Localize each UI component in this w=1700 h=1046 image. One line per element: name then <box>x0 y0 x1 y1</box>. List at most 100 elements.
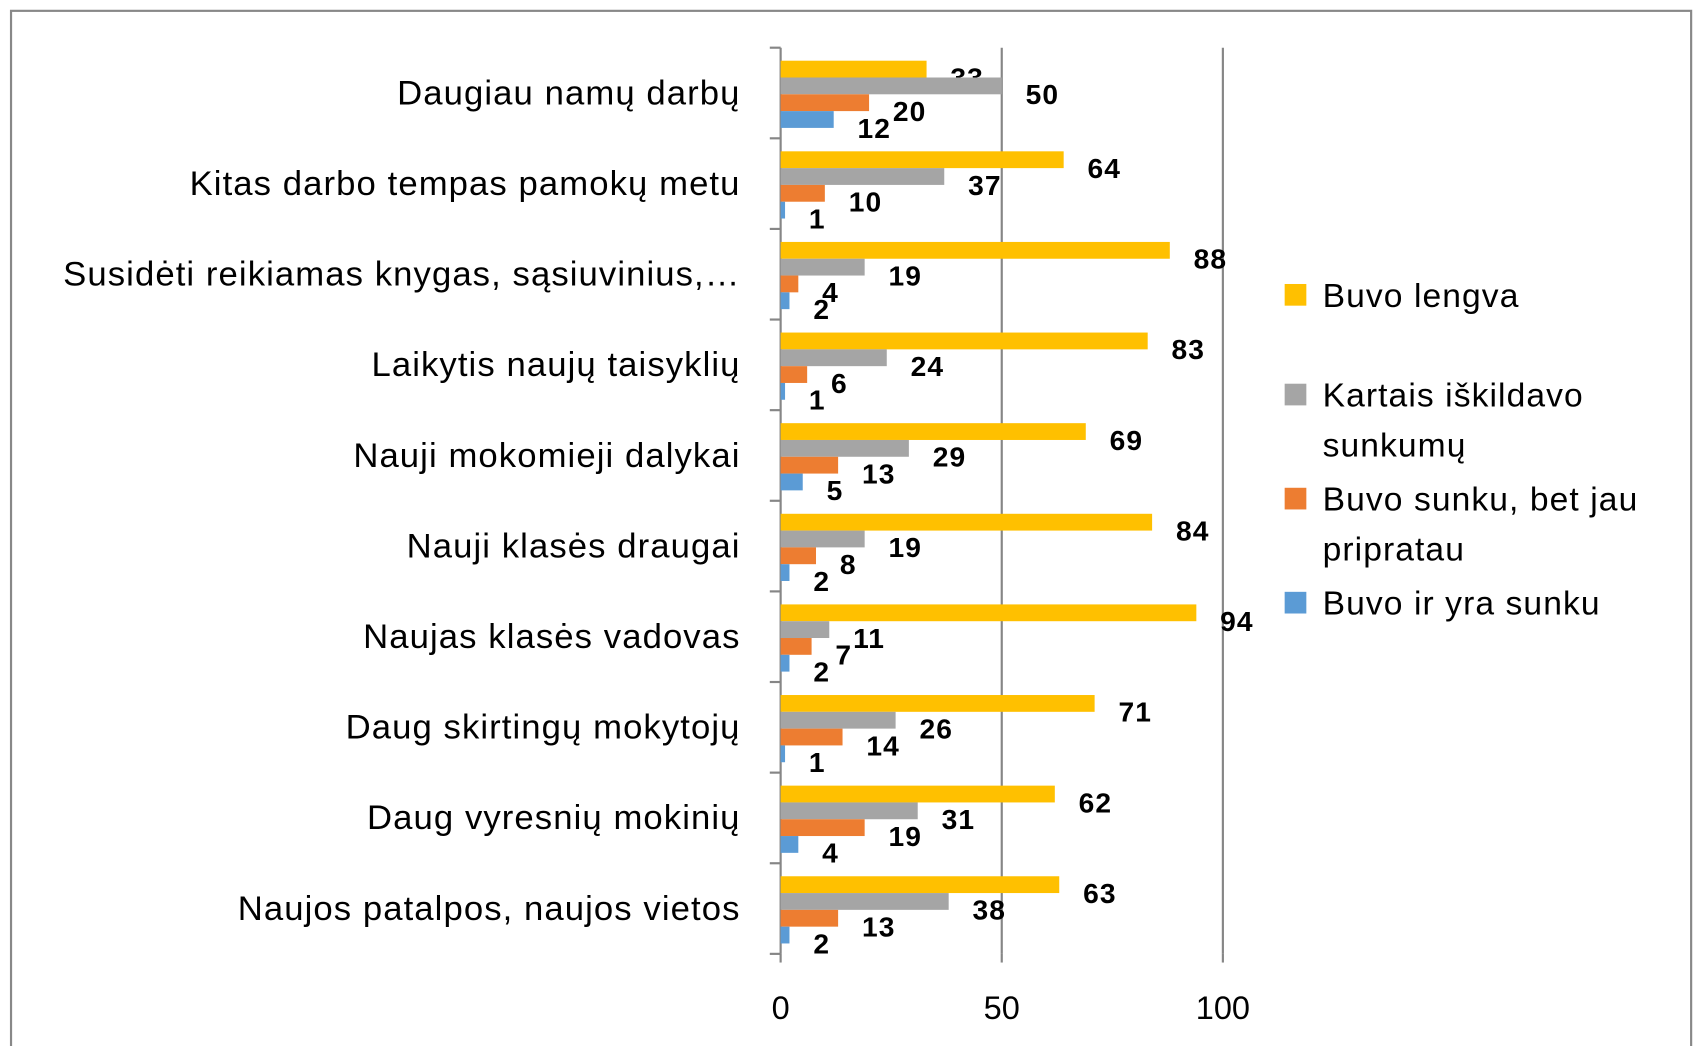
bar <box>780 909 839 927</box>
bar <box>780 564 790 581</box>
data-label: 4 <box>822 837 839 869</box>
bar <box>780 94 870 112</box>
data-label: 31 <box>942 803 976 835</box>
bar <box>780 168 945 185</box>
y-tick-label: Nauji mokomieji dalykai <box>353 437 740 475</box>
data-label: 71 <box>1118 696 1152 728</box>
bar <box>780 836 799 853</box>
data-label: 20 <box>893 95 927 127</box>
bar <box>780 604 1197 622</box>
data-label: 13 <box>862 911 896 943</box>
data-label: 1 <box>809 202 826 234</box>
legend-label: Kartais iškildavo sunkumų <box>1322 376 1584 464</box>
data-label: 2 <box>813 565 830 597</box>
bar <box>780 382 786 400</box>
bar <box>780 201 786 219</box>
y-tick-label: Kitas darbo tempas pamokų metu <box>190 165 741 203</box>
data-label: 63 <box>1083 877 1117 909</box>
data-label: 64 <box>1088 152 1122 184</box>
legend-swatch <box>1284 591 1307 614</box>
bar <box>780 513 1153 531</box>
bar <box>780 473 803 491</box>
data-label: 19 <box>889 531 923 563</box>
bar <box>780 547 817 565</box>
y-tick-label: Daugiau namų darbų <box>397 74 740 112</box>
data-label: 4 <box>822 276 839 308</box>
bar <box>780 621 830 639</box>
bar <box>780 819 865 837</box>
data-label: 2 <box>813 293 830 325</box>
bar <box>780 366 808 383</box>
bar <box>780 184 825 202</box>
x-tick-label: 0 <box>772 990 790 1026</box>
x-tick-label: 50 <box>984 990 1020 1026</box>
legend-swatch <box>1284 283 1307 306</box>
bar <box>780 60 927 78</box>
y-tick-label: Susidėti reikiamas knygas, sąsiuvinius,… <box>63 256 740 294</box>
data-label: 14 <box>866 729 900 761</box>
data-label: 83 <box>1172 333 1206 365</box>
data-label: 84 <box>1176 514 1210 546</box>
y-tick-label: Naujos patalpos, naujos vietos <box>238 890 741 928</box>
bar <box>780 530 865 548</box>
legend-label: Buvo lengva <box>1322 276 1520 315</box>
data-label: 19 <box>889 820 923 852</box>
data-label: 29 <box>933 441 967 473</box>
data-label: 37 <box>968 169 1002 201</box>
chart-border <box>9 9 1693 1046</box>
bar <box>780 77 1002 95</box>
bar <box>780 745 786 763</box>
data-label: 12 <box>858 112 892 144</box>
bar <box>780 258 865 276</box>
y-tick-label: Naujas klasės vadovas <box>363 618 740 656</box>
data-label: 2 <box>813 655 830 687</box>
legend-box: Buvo lengva Kartais iškildavo sunkumų Buvo… <box>1268 260 1691 650</box>
data-label: 24 <box>911 350 945 382</box>
bar <box>780 711 896 729</box>
y-tick-label: Daug skirtingų mokytojų <box>346 709 741 747</box>
data-label: 1 <box>809 384 826 416</box>
bar <box>780 423 1086 440</box>
bar <box>780 332 1148 350</box>
bar <box>780 111 834 128</box>
bar <box>780 802 918 820</box>
legend-label: Buvo ir yra sunku <box>1322 584 1601 623</box>
data-label: 88 <box>1194 243 1228 275</box>
bar <box>780 728 843 746</box>
legend-swatch <box>1284 383 1307 406</box>
bar <box>780 893 949 910</box>
data-label: 11 <box>853 622 885 654</box>
bar <box>780 638 812 655</box>
data-label: 94 <box>1220 605 1254 637</box>
data-label: 1 <box>809 746 826 778</box>
data-label: 26 <box>919 712 953 744</box>
bar <box>780 349 887 367</box>
data-label: 5 <box>827 474 844 506</box>
legend: Buvo lengva Kartais iškildavo sunkumų Buvo… <box>1268 260 1691 650</box>
bar <box>780 292 790 310</box>
data-label: 10 <box>849 186 883 218</box>
bar <box>780 876 1060 894</box>
data-label: 13 <box>862 457 896 489</box>
bar <box>780 439 909 457</box>
data-label: 62 <box>1079 786 1113 818</box>
bar <box>780 456 839 474</box>
data-label: 38 <box>973 894 1007 926</box>
bar <box>780 151 1064 169</box>
y-tick-label: Laikytis naujų taisyklių <box>371 346 740 384</box>
legend-swatch <box>1284 487 1307 510</box>
y-tick-label: Nauji klasės draugai <box>407 527 741 565</box>
data-label: 6 <box>831 367 848 399</box>
data-label: 8 <box>840 548 857 580</box>
y-tick-label: Daug vyresnių mokinių <box>367 799 740 837</box>
data-label: 19 <box>889 259 923 291</box>
bar <box>780 695 1095 712</box>
x-tick-label: 100 <box>1196 990 1250 1026</box>
data-label: 2 <box>813 927 830 959</box>
bar <box>780 926 790 944</box>
legend-label: Buvo sunku, bet jau pripratau <box>1322 480 1639 568</box>
data-label: 50 <box>1026 78 1060 110</box>
data-label: 7 <box>835 639 852 671</box>
bar <box>780 654 790 672</box>
